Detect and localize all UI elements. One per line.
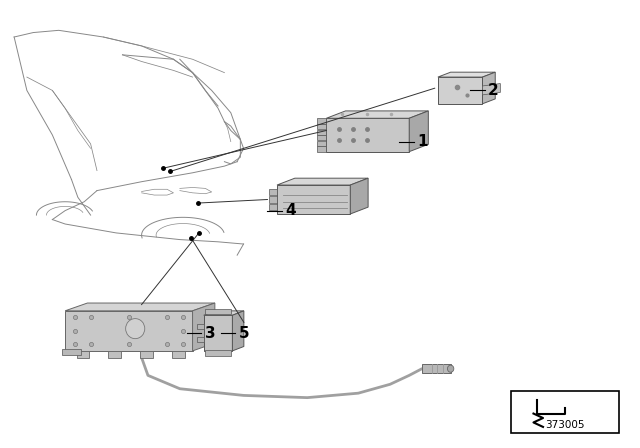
Polygon shape bbox=[350, 178, 368, 214]
Polygon shape bbox=[483, 83, 500, 95]
Text: 3: 3 bbox=[205, 326, 215, 340]
Text: 1: 1 bbox=[417, 134, 428, 149]
Text: 4: 4 bbox=[285, 203, 296, 218]
Polygon shape bbox=[483, 72, 495, 104]
Polygon shape bbox=[204, 315, 232, 351]
Polygon shape bbox=[65, 303, 215, 311]
Polygon shape bbox=[193, 303, 215, 351]
Polygon shape bbox=[317, 129, 326, 135]
Polygon shape bbox=[277, 178, 368, 185]
Polygon shape bbox=[62, 349, 81, 355]
Polygon shape bbox=[269, 204, 277, 210]
Polygon shape bbox=[438, 72, 495, 77]
Polygon shape bbox=[205, 350, 231, 356]
Polygon shape bbox=[326, 118, 409, 152]
Ellipse shape bbox=[125, 319, 145, 339]
Polygon shape bbox=[108, 351, 121, 358]
Bar bbox=[511, 391, 620, 433]
Polygon shape bbox=[326, 111, 428, 118]
Polygon shape bbox=[77, 351, 90, 358]
Polygon shape bbox=[197, 324, 204, 329]
Polygon shape bbox=[317, 141, 326, 146]
Polygon shape bbox=[317, 135, 326, 140]
Polygon shape bbox=[140, 351, 153, 358]
Text: 2: 2 bbox=[488, 83, 499, 98]
Ellipse shape bbox=[447, 365, 454, 372]
Polygon shape bbox=[409, 111, 428, 152]
Polygon shape bbox=[438, 77, 483, 104]
Polygon shape bbox=[317, 146, 326, 151]
Polygon shape bbox=[204, 311, 244, 315]
Polygon shape bbox=[269, 196, 277, 202]
Polygon shape bbox=[172, 351, 185, 358]
Polygon shape bbox=[205, 309, 231, 314]
Polygon shape bbox=[277, 185, 350, 214]
Text: 5: 5 bbox=[239, 326, 249, 340]
Polygon shape bbox=[197, 337, 204, 342]
Polygon shape bbox=[422, 364, 451, 373]
Text: 373005: 373005 bbox=[545, 420, 585, 430]
Polygon shape bbox=[65, 311, 193, 351]
Polygon shape bbox=[317, 124, 326, 129]
Polygon shape bbox=[232, 311, 244, 351]
Polygon shape bbox=[317, 118, 326, 124]
Polygon shape bbox=[269, 189, 277, 195]
